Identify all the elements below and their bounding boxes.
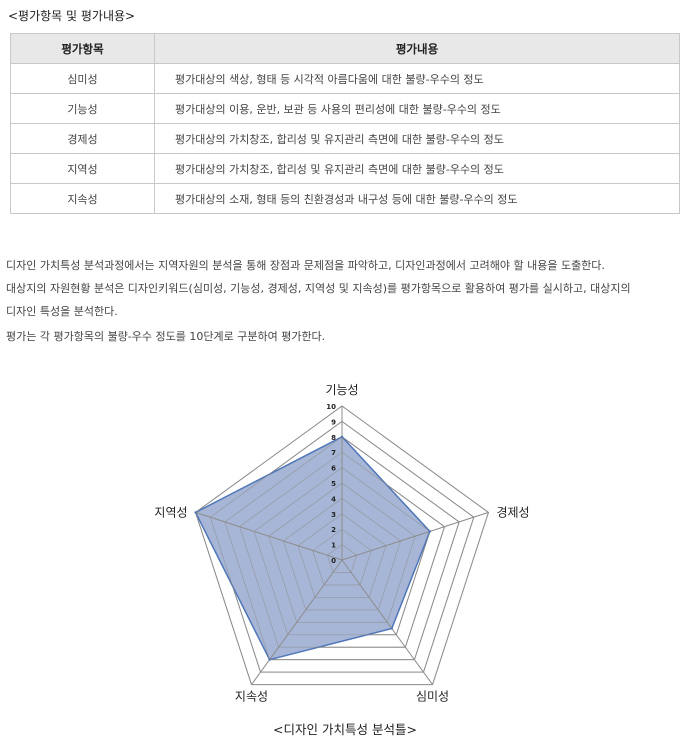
tick-label: 1 [331,542,336,550]
tick-label: 8 [331,434,336,442]
grid-ring-overlay [224,436,460,661]
header-item: 평가항목 [10,33,155,64]
tick-label: 2 [331,526,336,534]
grid-ring-overlay [239,451,445,648]
table-row: 지역성 평가대상의 가치창조, 합리성 및 유지관리 측면에 대한 불량-우수의 … [10,153,680,184]
table-row: 심미성 평가대상의 색상, 형태 등 시각적 아름다움에 대한 불량-우수의 정도 [10,63,680,94]
data-point [268,658,271,661]
grid-ring-overlay [209,420,475,673]
data-point [428,530,432,533]
tick-label: 6 [331,465,336,473]
axis-spoke [341,511,489,561]
content-cell: 평가대상의 가치창조, 합리성 및 유지관리 측면에 대한 불량-우수의 정도 [154,123,680,154]
content-cell: 평가대상의 색상, 형태 등 시각적 아름다움에 대한 불량-우수의 정도 [154,63,680,94]
category-label: 심미성 [416,690,449,704]
data-point [390,627,393,630]
item-cell: 지역성 [10,153,155,184]
content-cell: 평가대상의 가치창조, 합리성 및 유지관리 측면에 대한 불량-우수의 정도 [154,153,680,184]
paragraph-line: 대상지의 자원현황 분석은 디자인키워드(심미성, 기능성, 경제성, 지역성 … [6,282,631,295]
axis-spoke [251,559,343,685]
data-point [194,511,197,514]
grid-ring-overlay [312,528,372,586]
table-row: 경제성 평가대상의 가치창조, 합리성 및 유지관리 측면에 대한 불량-우수의 … [10,123,680,154]
section-title: <평가항목 및 평가내용> [8,9,136,23]
category-label: 지속성 [235,690,268,704]
paragraph-line: 디자인 가치특성 분석과정에서는 지역자원의 분석을 통해 장점과 문제점을 파… [6,259,605,272]
category-label: 기능성 [325,383,358,397]
item-cell: 기능성 [10,93,155,124]
table-row: 지속성 평가대상의 소재, 형태 등의 친환경성과 내구성 등에 대한 불량-우수… [10,183,680,214]
chart-caption: <디자인 가치특성 분석틀> [273,722,417,737]
category-label: 지역성 [154,505,187,519]
evaluation-table: 평가항목 평가내용 심미성 평가대상의 색상, 형태 등 시각적 아름다움에 대한… [10,33,680,214]
tick-label: 7 [331,449,336,457]
grid-ring-overlay [326,544,358,573]
content-cell: 평가대상의 이용, 운반, 보관 등 사용의 편리성에 대한 불량-우수의 정도 [154,93,680,124]
grid-ring-overlay [297,513,387,598]
tick-label: 4 [331,495,336,503]
content-cell: 평가대상의 소재, 형태 등의 친환경성과 내구성 등에 대한 불량-우수의 정… [154,183,680,214]
tick-label: 5 [331,480,336,488]
table-row: 기능성 평가대상의 이용, 운반, 보관 등 사용의 편리성에 대한 불량-우수의… [10,93,680,124]
grid-ring-overlay [268,482,416,623]
table-header-row: 평가항목 평가내용 [10,33,680,64]
axis-spoke [195,511,343,561]
grid-ring-overlay [282,497,402,611]
grid-ring-overlay [195,405,489,685]
data-area [194,435,431,661]
data-point [340,435,344,438]
category-label: 경제성 [496,505,529,519]
tick-label: 10 [326,403,336,411]
axis-spoke [341,559,433,685]
paragraph-line: 평가는 각 평가항목의 불량-우수 정도를 10단계로 구분하여 평가한다. [6,330,326,343]
tick-label: 9 [331,418,336,426]
item-cell: 경제성 [10,123,155,154]
tick-label: 3 [331,511,336,519]
grid-ring-overlay [253,467,431,636]
item-cell: 지속성 [10,183,155,214]
item-cell: 심미성 [10,63,155,94]
paragraph-line: 디자인 특성을 분석한다. [6,305,118,318]
tick-label: 0 [331,557,336,565]
header-content: 평가내용 [154,33,680,64]
